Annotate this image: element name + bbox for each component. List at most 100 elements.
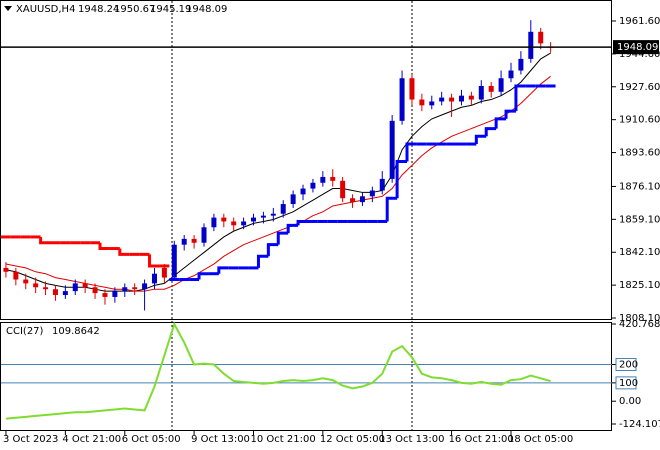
- candle-body: [161, 267, 167, 278]
- candle-body: [488, 85, 494, 92]
- step-line: [494, 117, 507, 129]
- candle-body: [419, 99, 425, 106]
- step-line: [405, 142, 417, 162]
- step-line: [148, 254, 160, 268]
- step-line: [39, 236, 51, 245]
- step-line: [514, 84, 526, 112]
- level-label-box: [615, 358, 637, 372]
- y-tick-label: 1910.60: [619, 115, 660, 126]
- candle-body: [231, 221, 237, 226]
- candle-body: [538, 31, 544, 44]
- candle-body: [43, 287, 49, 290]
- candle-body: [241, 221, 247, 226]
- candle-body: [369, 190, 375, 197]
- cci-title: CCI(27): [6, 326, 44, 337]
- level-label-box: [615, 376, 637, 390]
- step-line: [197, 272, 209, 280]
- y-tick-label: 1893.60: [619, 148, 660, 159]
- candle-body: [458, 95, 464, 102]
- cci-line: [5, 321, 551, 420]
- x-tick-label: 9 Oct 13:00: [191, 434, 250, 445]
- moving-average: [5, 75, 551, 292]
- y-tick-label: 100: [619, 378, 638, 389]
- candle-body: [62, 291, 68, 296]
- y-tick-label: 1876.10: [619, 181, 660, 192]
- header-close: 1948.09: [186, 4, 227, 15]
- candle-body: [92, 287, 98, 294]
- header-high: 1950.67: [114, 4, 155, 15]
- header-low: 1945.19: [150, 4, 191, 15]
- step-line: [266, 243, 279, 257]
- y-tick-label: 1944.60: [619, 49, 660, 60]
- candle-body: [260, 215, 266, 218]
- x-tick-label: 6 Oct 05:00: [122, 434, 181, 445]
- price-panel: [0, 0, 612, 320]
- candle-body: [359, 196, 365, 203]
- price-label: 1948.09: [617, 42, 658, 53]
- candle-body: [429, 101, 435, 106]
- candle-body: [330, 176, 336, 181]
- candle-body: [300, 188, 306, 195]
- step-line: [385, 196, 398, 222]
- step-line: [98, 242, 110, 251]
- step-line: [256, 254, 269, 268]
- step-line: [474, 134, 487, 145]
- candle-body: [439, 97, 445, 102]
- candle-body: [280, 204, 286, 214]
- y-tick-label: 1825.10: [619, 280, 660, 291]
- candle-body: [478, 85, 484, 100]
- header-open: 1948.24: [78, 4, 119, 15]
- candle-body: [191, 238, 197, 243]
- candle-body: [13, 271, 19, 280]
- y-tick-label: 1961.60: [619, 16, 660, 27]
- candle-body: [112, 291, 118, 297]
- candle-body: [201, 227, 207, 243]
- candle-body: [171, 244, 177, 278]
- candle-body: [82, 283, 88, 288]
- step-line: [504, 109, 516, 119]
- candle-body: [340, 180, 346, 199]
- candle-body: [498, 78, 504, 92]
- candle-body: [122, 287, 128, 292]
- step-line: [484, 127, 497, 137]
- y-tick-label: 0.00: [619, 396, 641, 407]
- candle-body: [310, 182, 316, 189]
- x-tick-label: 3 Oct 2023: [3, 434, 58, 445]
- candle-body: [102, 293, 108, 297]
- candle-body: [23, 279, 29, 284]
- candle-body: [468, 95, 474, 100]
- y-tick-label: 420.7684: [619, 319, 660, 330]
- x-tick-label: 16 Oct 21:00: [449, 434, 514, 445]
- step-line: [276, 231, 289, 245]
- candle-body: [52, 289, 58, 296]
- y-tick-label: 200: [619, 360, 638, 371]
- symbol: XAUUSD,H4: [16, 4, 75, 15]
- candle-body: [132, 287, 138, 290]
- candle-body: [320, 176, 326, 183]
- y-tick-label: -124.1079: [619, 419, 660, 430]
- step-line: [296, 219, 308, 226]
- y-tick-label: 1808.10: [619, 313, 660, 324]
- candle-body: [72, 283, 78, 292]
- candle-body: [251, 217, 257, 222]
- step-line: [286, 223, 299, 234]
- candle-body: [270, 213, 276, 216]
- candle-body: [508, 70, 514, 79]
- candle-body: [290, 194, 296, 205]
- candle-body: [449, 97, 455, 102]
- candle-body: [33, 283, 39, 288]
- cci-panel: [0, 322, 612, 431]
- candle-body: [221, 217, 227, 222]
- y-tick-label: 1859.10: [619, 214, 660, 225]
- step-line: [118, 248, 130, 256]
- x-tick-label: 4 Oct 21:00: [62, 434, 121, 445]
- candle-body: [379, 178, 385, 191]
- candle-body: [3, 267, 9, 272]
- cci-value: 109.8642: [52, 326, 100, 337]
- candle-body: [518, 58, 524, 71]
- x-tick-label: 10 Oct 21:00: [251, 434, 316, 445]
- candle-body: [389, 120, 395, 179]
- candle-body: [350, 198, 356, 203]
- x-tick-label: 13 Oct 13:00: [379, 434, 444, 445]
- step-line: [217, 266, 229, 274]
